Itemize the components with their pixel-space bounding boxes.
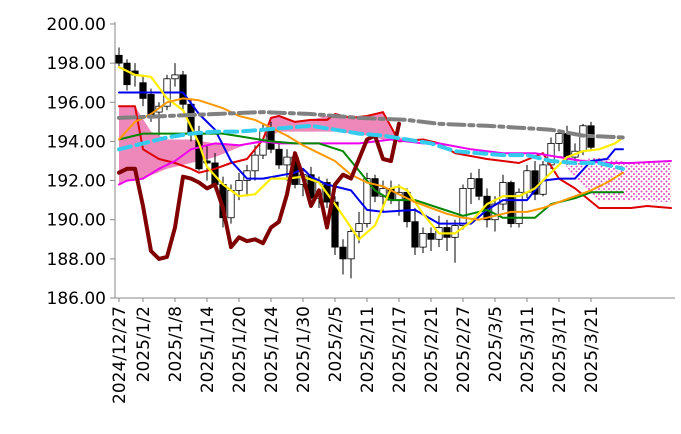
candle-body — [355, 223, 363, 232]
x-tick-label: 2025/3/11 — [518, 306, 538, 393]
y-tick-label: 190.00 — [47, 211, 106, 231]
candle-body — [283, 156, 291, 166]
x-tick-label: 2025/2/27 — [454, 306, 474, 393]
candle-body — [475, 178, 483, 197]
candle-body — [331, 201, 339, 248]
candle-body — [507, 182, 515, 225]
candle-body — [499, 182, 507, 205]
candle-body — [123, 62, 131, 86]
series-line-7 — [117, 110, 625, 140]
candle-body — [411, 221, 419, 248]
candle-body — [459, 187, 467, 226]
series-line-8 — [117, 123, 625, 171]
candle-body — [203, 160, 211, 164]
candle-body — [515, 191, 523, 225]
candle-body — [467, 178, 475, 189]
candle-body — [115, 54, 123, 64]
series-line-4 — [117, 65, 625, 241]
candle-body — [171, 74, 179, 80]
y-tick-label: 196.00 — [47, 93, 106, 113]
x-tick-label: 2025/3/21 — [582, 306, 602, 393]
y-tick-label: 186.00 — [47, 289, 106, 309]
candle-body — [235, 180, 243, 191]
candle-body — [227, 189, 235, 219]
x-tick-label: 2025/1/2 — [134, 306, 154, 382]
x-tick-label: 2024/12/27 — [110, 306, 130, 404]
candle-body — [179, 74, 187, 105]
x-tick-label: 2025/2/17 — [390, 306, 410, 393]
candle-body — [427, 233, 435, 240]
candle-body — [419, 233, 427, 248]
x-tick-label: 2025/1/20 — [230, 306, 250, 393]
candle-body — [563, 133, 571, 158]
series-line-1 — [118, 138, 672, 186]
candlesticks — [115, 47, 595, 279]
candle-body — [251, 154, 259, 172]
x-tick-label: 2025/1/24 — [262, 306, 282, 393]
x-tick-label: 2025/3/17 — [550, 306, 570, 393]
candle-body — [267, 129, 275, 150]
series-line-5 — [118, 97, 624, 221]
x-tick-label: 2025/3/5 — [486, 306, 506, 382]
x-tick-label: 2025/1/30 — [294, 306, 314, 393]
cloud-fill-1 — [399, 137, 671, 203]
candle-body — [339, 246, 347, 260]
candle-body — [523, 170, 531, 193]
series-line-2 — [118, 91, 624, 225]
x-tick-label: 2025/1/14 — [198, 306, 218, 393]
x-tick-label: 2025/2/5 — [326, 306, 346, 382]
candle-body — [363, 178, 371, 225]
y-tick-label: 192.00 — [47, 172, 106, 192]
candle-body — [579, 125, 587, 152]
candle-body — [347, 231, 355, 260]
candle-body — [307, 174, 315, 199]
y-tick-label: 194.00 — [47, 132, 106, 152]
x-tick-label: 2025/1/8 — [166, 306, 186, 382]
candle-body — [555, 133, 563, 144]
x-tick-label: 2025/2/21 — [422, 306, 442, 393]
y-tick-label: 198.00 — [47, 54, 106, 74]
x-tick-label: 2025/2/11 — [358, 306, 378, 393]
axes: 186.00 188.00 190.00 192.00 194.00 196.00 198.… — [47, 15, 675, 404]
candle-body — [531, 170, 539, 195]
y-tick-label: 200.00 — [47, 15, 106, 35]
indicator-lines — [117, 65, 672, 261]
series-line-6 — [117, 121, 401, 261]
candle-body — [275, 148, 283, 166]
y-tick-label: 188.00 — [47, 250, 106, 270]
candle-body — [139, 82, 147, 99]
